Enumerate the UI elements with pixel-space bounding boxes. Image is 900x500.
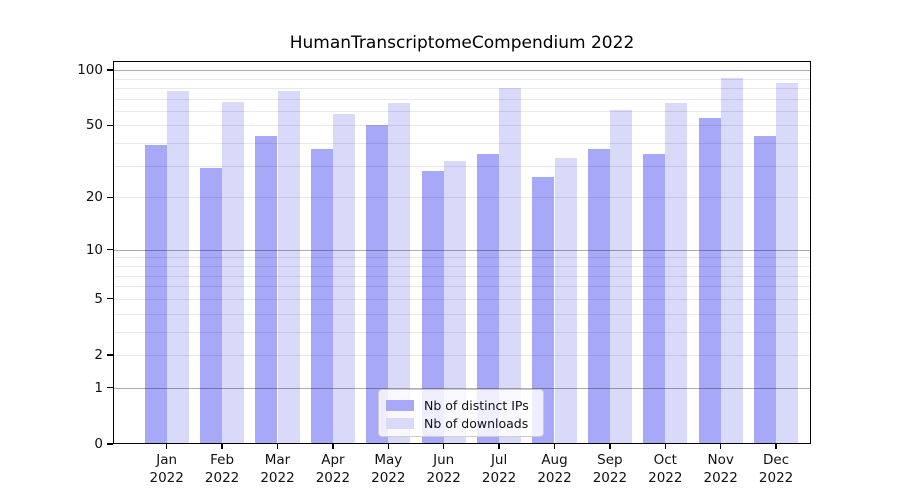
y-tick-mark-5 [107, 298, 113, 300]
y-tick-label-50: 50 [85, 117, 103, 134]
bar-downloads-sep [609, 109, 633, 444]
y-tick-mark-1 [107, 387, 113, 389]
gridline-minor-60 [113, 110, 811, 112]
chart-title: HumanTranscriptomeCompendium 2022 [289, 33, 635, 53]
legend-label-downloads: Nb of downloads [424, 415, 529, 431]
y-tick-label-2: 2 [94, 346, 103, 363]
gridline-minor-80 [113, 87, 811, 89]
x-tick-label-jun: Jun 2022 [426, 452, 461, 486]
y-tick-mark-10 [107, 249, 113, 251]
y-tick-mark-100 [107, 69, 113, 71]
x-tick-mark-nov [720, 444, 722, 449]
y-tick-mark-20 [107, 196, 113, 198]
legend-entry-distinct-ips: Nb of distinct IPs [386, 396, 535, 414]
bar-downloads-dec [776, 83, 799, 444]
bar-distinct-ips-nov [698, 117, 721, 444]
y-tick-label-5: 5 [94, 290, 103, 307]
x-tick-mark-jul [498, 444, 500, 449]
bar-downloads-feb [222, 102, 245, 444]
gridline-minor-70 [113, 98, 811, 100]
x-tick-label-sep: Sep 2022 [592, 452, 628, 486]
bar-downloads-jul [499, 87, 522, 444]
x-tick-label-dec: Dec 2022 [758, 452, 794, 486]
gridline-major-100 [113, 70, 811, 72]
gridline-minor-3 [113, 331, 811, 333]
bar-downloads-may [388, 103, 411, 444]
x-tick-label-feb: Feb 2022 [204, 452, 240, 486]
x-tick-mark-oct [664, 444, 666, 449]
bar-distinct-ips-jan [144, 145, 167, 444]
legend: Nb of distinct IPs Nb of downloads [378, 389, 544, 437]
x-tick-label-mar: Mar 2022 [260, 452, 295, 486]
y-tick-mark-0 [107, 443, 113, 445]
y-tick-label-100: 100 [77, 62, 103, 79]
bar-distinct-ips-may [366, 125, 389, 444]
gridline-minor-20 [113, 197, 811, 199]
x-tick-mark-sep [609, 444, 611, 449]
x-tick-label-oct: Oct 2022 [648, 452, 683, 486]
x-tick-label-may: May 2022 [371, 452, 406, 486]
bar-distinct-ips-dec [753, 135, 777, 444]
x-tick-mark-dec [775, 444, 777, 449]
x-tick-mark-may [387, 444, 389, 449]
bar-downloads-mar [277, 91, 300, 444]
bar-distinct-ips-jul [476, 153, 500, 444]
gridline-minor-50 [113, 125, 811, 127]
gridline-minor-90 [113, 78, 811, 80]
y-tick-mark-50 [107, 124, 113, 127]
x-tick-mark-apr [332, 444, 334, 449]
gridline-minor-40 [113, 143, 811, 145]
x-tick-mark-feb [221, 444, 223, 449]
x-tick-mark-jun [443, 444, 445, 449]
bar-distinct-ips-aug [532, 176, 555, 444]
gridline-minor-8 [113, 265, 811, 267]
y-tick-label-1: 1 [94, 379, 103, 396]
bar-distinct-ips-feb [199, 168, 223, 444]
bar-downloads-nov [720, 77, 743, 444]
legend-swatch-downloads [386, 417, 414, 429]
legend-entry-downloads: Nb of downloads [386, 414, 535, 432]
gridline-minor-30 [113, 165, 811, 167]
gridline-minor-7 [113, 275, 811, 277]
gridline-minor-9 [113, 257, 811, 259]
bar-distinct-ips-mar [255, 135, 278, 444]
x-tick-label-aug: Aug 2022 [537, 452, 572, 486]
plot-area: Jan 2022 Feb 2022 Mar 2022 Apr 2022 May 2022 Jun 20… [77, 61, 811, 486]
legend-label-distinct-ips: Nb of distinct IPs [424, 397, 529, 413]
gridline-minor-4 [113, 313, 811, 315]
bar-downloads-jan [166, 91, 189, 444]
gridline-minor-6 [113, 286, 811, 288]
y-tick-label-20: 20 [85, 189, 103, 206]
x-tick-label-nov: Nov 2022 [703, 452, 738, 486]
gridline-major-10 [113, 249, 811, 251]
gridline-minor-2 [113, 354, 811, 356]
x-tick-mark-aug [553, 444, 556, 449]
y-tick-mark-2 [107, 354, 113, 356]
x-tick-mark-mar [276, 444, 279, 449]
y-tick-label-0: 0 [94, 436, 103, 452]
bar-downloads-aug [554, 158, 577, 444]
x-tick-label-jan: Jan 2022 [149, 452, 184, 486]
x-tick-mark-jan [166, 444, 168, 449]
gridline-minor-5 [113, 298, 811, 300]
bar-downloads-oct [665, 103, 688, 444]
bar-distinct-ips-apr [310, 149, 333, 444]
y-tick-label-10: 10 [85, 241, 103, 258]
bar-distinct-ips-sep [587, 149, 610, 444]
bar-downloads-apr [332, 113, 356, 444]
x-tick-label-apr: Apr 2022 [315, 452, 351, 486]
bar-distinct-ips-jun [421, 171, 444, 444]
bar-distinct-ips-oct [643, 153, 666, 444]
gridline-major-1 [113, 387, 811, 389]
x-tick-label-jul: Jul 2022 [481, 452, 517, 486]
bar-downloads-jun [443, 160, 466, 444]
legend-swatch-distinct-ips [386, 399, 414, 411]
